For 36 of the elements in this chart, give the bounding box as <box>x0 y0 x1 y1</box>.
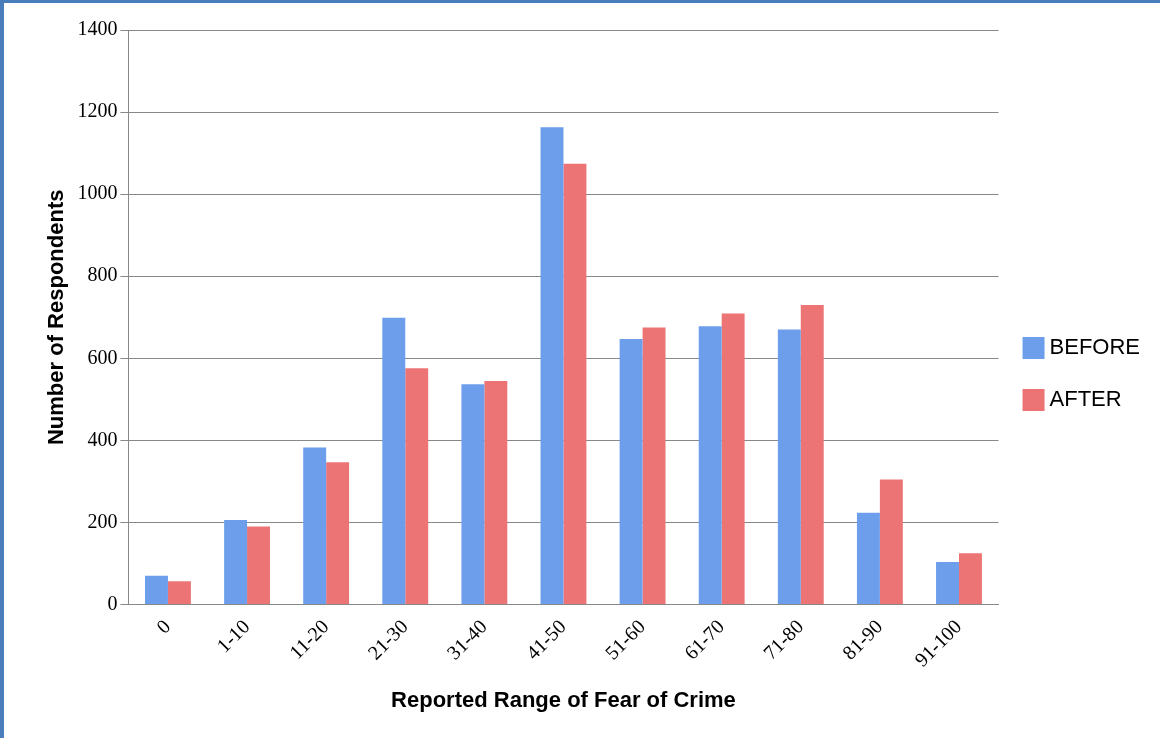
y-tick-label: 1200 <box>77 99 118 122</box>
bar <box>642 327 666 605</box>
y-tick-label: 200 <box>87 509 118 532</box>
bar <box>405 368 429 605</box>
bar <box>540 127 564 605</box>
bar <box>777 329 801 605</box>
y-tick-label: 1000 <box>77 181 118 204</box>
y-tick-label: 400 <box>87 427 118 450</box>
bar <box>303 447 327 605</box>
bar <box>484 380 508 605</box>
bar <box>800 304 824 605</box>
bar <box>167 581 191 605</box>
y-tick-label: 0 <box>107 591 118 614</box>
y-tick-label: 1400 <box>77 17 118 40</box>
bar <box>326 462 350 605</box>
bar <box>619 339 643 605</box>
bar <box>382 317 406 605</box>
bar <box>247 526 270 605</box>
legend-label: AFTER <box>1049 386 1122 412</box>
bar <box>563 163 587 605</box>
x-tick-label: 1-10 <box>212 615 254 657</box>
bar <box>145 575 168 605</box>
bar <box>698 326 722 605</box>
bar <box>224 520 248 605</box>
y-tick-label: 800 <box>87 263 118 286</box>
y-tick-label: 600 <box>87 345 118 368</box>
bar <box>461 384 485 605</box>
bar <box>958 553 982 605</box>
x-axis-title: Reported Range of Fear of Crime <box>391 686 736 712</box>
x-tick-label: 0 <box>151 615 175 638</box>
bar <box>936 561 959 605</box>
bar <box>721 313 745 605</box>
y-axis-title: Number of Respondents <box>43 189 69 446</box>
legend-label: BEFORE <box>1049 334 1141 360</box>
bar <box>856 512 880 605</box>
bar <box>879 479 903 605</box>
